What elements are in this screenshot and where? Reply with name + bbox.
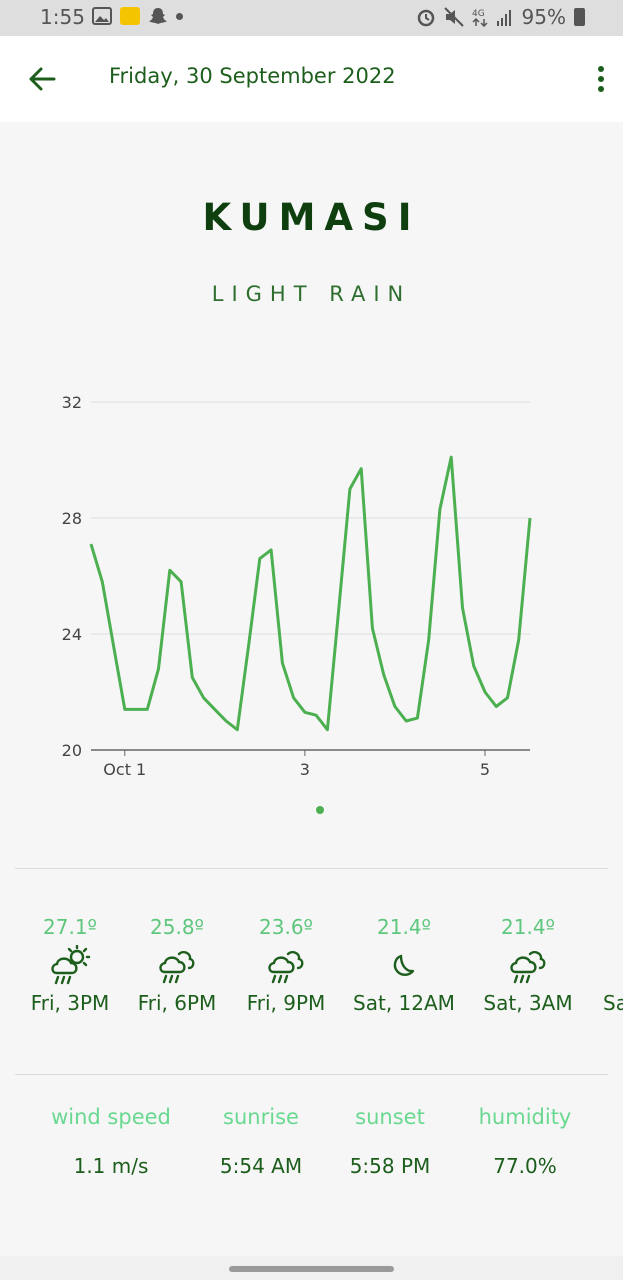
stat-sunset: sunset 5:58 PM (315, 1100, 465, 1178)
page-title: Friday, 30 September 2022 (109, 64, 396, 88)
divider (15, 1074, 608, 1075)
chart-x-labels: Oct 1 3 5 (103, 750, 490, 779)
y-tick-label: 20 (62, 741, 82, 760)
forecast-temp (603, 912, 623, 942)
back-button[interactable] (26, 62, 60, 96)
chart-grid (91, 401, 530, 751)
temperature-series-line (89, 455, 532, 732)
cloud-rain-icon (510, 951, 546, 984)
battery-icon (574, 8, 585, 26)
mtn-app-icon (120, 7, 140, 25)
forecast-time: Fri, 6PM (137, 991, 217, 1015)
cloud-rain-icon (268, 951, 304, 984)
chart-line-group (89, 455, 532, 732)
forecast-temp: 23.6º (259, 915, 313, 939)
x-tick-label: 5 (480, 760, 490, 779)
forecast-item[interactable]: 21.4º Sat, 12AM (344, 912, 464, 1018)
app-bar: Friday, 30 September 2022 (0, 36, 623, 122)
stat-wind-speed: wind speed 1.1 m/s (36, 1100, 186, 1178)
forecast-item-partial[interactable]: Sa (603, 912, 623, 1018)
x-tick-label: Oct 1 (103, 760, 146, 779)
forecast-item[interactable]: 27.1º Fri, 3PM (10, 912, 130, 1018)
battery-percent: 95% (521, 5, 566, 29)
forecast-temp: 21.4º (377, 915, 431, 939)
svg-text:4G: 4G (472, 9, 485, 19)
stat-value: 1.1 m/s (73, 1154, 149, 1178)
forecast-time: Fri, 9PM (246, 991, 326, 1015)
stat-label: humidity (478, 1105, 572, 1129)
menu-dot-icon (598, 86, 604, 92)
y-tick-label: 28 (62, 509, 82, 528)
divider (15, 868, 608, 869)
moon-icon (393, 954, 415, 976)
forecast-temp: 21.4º (501, 915, 555, 939)
status-bar: 1:55 4G 95% (0, 0, 623, 36)
temperature-chart[interactable]: 20 24 28 32 Oct 1 3 5 (0, 380, 623, 800)
forecast-time: Sat, 12AM (353, 991, 455, 1015)
snapchat-icon (149, 8, 167, 24)
y-tick-label: 24 (62, 625, 82, 644)
hourly-forecast[interactable]: 27.1º Fri, 3PM 25.8º (0, 912, 623, 1032)
overflow-menu-button[interactable] (589, 62, 613, 96)
x-tick-label: 3 (300, 760, 310, 779)
forecast-temp: 25.8º (150, 915, 204, 939)
data-4g-icon: 4G (472, 9, 488, 27)
y-tick-label: 32 (62, 393, 82, 412)
sun-cloud-rain-icon (51, 945, 91, 985)
mute-icon (443, 7, 464, 27)
stat-humidity: humidity 77.0% (450, 1100, 600, 1178)
stat-label: sunset (355, 1105, 425, 1129)
chart-y-labels: 20 24 28 32 (62, 393, 82, 760)
cloud-rain-icon (159, 951, 195, 984)
menu-dot-icon (598, 66, 604, 72)
notification-icons (92, 7, 183, 25)
forecast-item[interactable]: 23.6º Fri, 9PM (226, 912, 346, 1018)
status-time: 1:55 (40, 5, 85, 29)
forecast-item[interactable]: 21.4º Sat, 3AM (468, 912, 588, 1018)
city-name: KUMASI (202, 196, 421, 239)
more-notifications-dot (176, 12, 183, 20)
forecast-time: Sat, 3AM (483, 991, 573, 1015)
page-indicator-dot[interactable] (316, 806, 324, 814)
stat-value: 77.0% (493, 1154, 557, 1178)
stat-value: 5:54 AM (219, 1154, 303, 1178)
forecast-time: Fri, 3PM (30, 991, 110, 1015)
home-gesture-handle[interactable] (229, 1266, 394, 1272)
gallery-icon (92, 7, 112, 25)
stat-label: sunrise (223, 1105, 299, 1129)
stat-label: wind speed (51, 1105, 171, 1129)
stat-value: 5:58 PM (349, 1154, 431, 1178)
weather-condition: LIGHT RAIN (211, 282, 412, 306)
forecast-item[interactable]: 25.8º Fri, 6PM (117, 912, 237, 1018)
stat-sunrise: sunrise 5:54 AM (186, 1100, 336, 1178)
forecast-time: Sa (603, 991, 623, 1015)
forecast-temp: 27.1º (43, 915, 97, 939)
signal-icon (496, 10, 511, 26)
menu-dot-icon (598, 76, 604, 82)
system-icons: 4G 95% (416, 5, 585, 29)
alarm-icon (417, 9, 434, 27)
